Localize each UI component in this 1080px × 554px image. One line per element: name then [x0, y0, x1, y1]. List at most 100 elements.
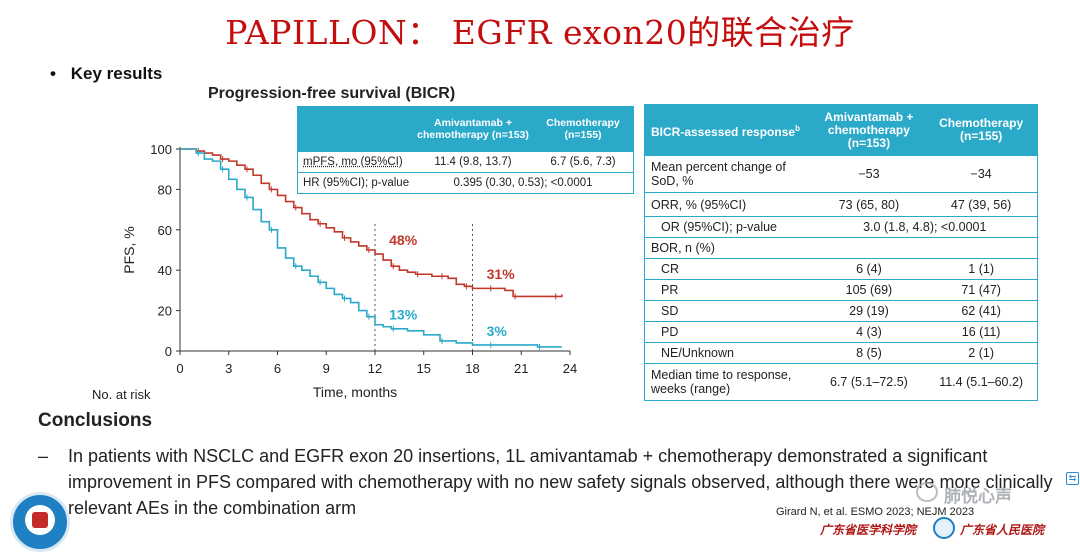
hr-value: 0.395 (0.30, 0.53); <0.0001 — [453, 177, 593, 189]
table-row: BOR, n (%) — [645, 237, 1037, 258]
row-arm2: 62 (41) — [961, 304, 1001, 318]
key-results-bullet: • Key results — [50, 64, 162, 84]
y-tick-label: 60 — [158, 223, 172, 238]
row-label: PD — [661, 325, 679, 339]
hospital-seal-icon — [933, 517, 955, 539]
response-header-arm2: Chemotherapy (n=155) — [939, 116, 1024, 143]
y-tick-label: 0 — [165, 344, 172, 359]
y-tick-label: 20 — [158, 304, 172, 319]
row-label: CR — [661, 262, 680, 276]
row-arm1: 4 (3) — [856, 325, 882, 339]
row-label: SD — [661, 304, 679, 318]
table-row: ORR, % (95%CI) 73 (65, 80) 47 (39, 56) — [645, 192, 1037, 216]
table-row: Mean percent change of SoD, % −53 −34 — [645, 155, 1037, 192]
mpfs-arm1: 11.4 (9.8, 13.7) — [434, 156, 512, 168]
conclusions-body: – In patients with NSCLC and EGFR exon 2… — [38, 443, 1078, 521]
series-line — [180, 148, 563, 298]
table-row: SD 29 (19) 62 (41) — [645, 300, 1037, 321]
row-arm1: 73 (65, 80) — [838, 197, 900, 212]
row-arm1: 8 (5) — [856, 346, 882, 360]
response-header-arm1: Amivantamab + chemotherapy (n=153) — [824, 109, 914, 150]
response-header-label: BICR-assessed responseb — [651, 123, 800, 139]
km-chart: 0 20 40 60 80 100 0 3 6 9 12 15 18 21 24 48% 31% 13% 3% T… — [121, 142, 577, 400]
row-arm1: 105 (69) — [845, 283, 893, 297]
citation: Girard N, et al. ESMO 2023; NEJM 2023 — [776, 506, 975, 518]
table-row: CR 6 (4) 1 (1) — [645, 258, 1037, 279]
bullet-dot-icon: • — [50, 64, 56, 83]
x-tick-label: 3 — [225, 361, 232, 376]
x-tick-label: 6 — [274, 361, 281, 376]
pfs-table-row: mPFS, mo (95%CI) 11.4 (9.8, 13.7) 6.7 (5… — [298, 151, 633, 172]
conclusions-heading: Conclusions — [38, 410, 153, 431]
mpfs-label: mPFS, mo (95%CI) — [303, 156, 403, 168]
row-label: PR — [661, 283, 679, 297]
x-tick-label: 24 — [563, 361, 577, 376]
expand-icon[interactable]: ⇆ — [1066, 472, 1079, 485]
dash-bullet: – — [38, 446, 49, 466]
y-tick-label: 80 — [158, 182, 172, 197]
key-results-label: Key results — [70, 64, 163, 83]
row-arm2: −34 — [970, 167, 992, 181]
x-tick-label: 21 — [514, 361, 528, 376]
pfs-table-row: HR (95%CI); p-value 0.395 (0.30, 0.53); … — [298, 172, 633, 193]
row-label: NE/Unknown — [661, 346, 734, 360]
hospital-logo-icon — [10, 492, 70, 552]
y-tick-label: 40 — [158, 263, 172, 278]
chart-annotations: 48% 31% 13% 3% — [389, 232, 515, 339]
data-label: 48% — [389, 232, 418, 248]
table-row: PD 4 (3) 16 (11) — [645, 321, 1037, 342]
table-row: Median time to response, weeks (range) 6… — [645, 363, 1037, 400]
slide-title: PAPILLON： EGFR exon20的联合治疗 — [225, 13, 855, 52]
row-arm2: 1 (1) — [968, 262, 994, 276]
wechat-watermark-icon — [916, 482, 938, 502]
at-risk-label: No. at risk — [92, 387, 151, 402]
x-tick-label: 15 — [417, 361, 431, 376]
row-value: 3.0 (1.8, 4.8); <0.0001 — [863, 220, 987, 234]
row-label: OR (95%CI); p-value — [661, 220, 778, 234]
chart-title: Progression-free survival (BICR) — [208, 85, 456, 102]
row-arm2: 2 (1) — [968, 346, 994, 360]
mpfs-arm2: 6.7 (5.6, 7.3) — [550, 156, 616, 168]
data-label: 13% — [389, 307, 418, 323]
chart-axes: 0 20 40 60 80 100 0 3 6 9 12 15 18 21 24 — [150, 142, 577, 376]
chart-reference-lines — [374, 224, 473, 351]
row-arm2: 16 (11) — [961, 325, 1001, 339]
table-row: NE/Unknown 8 (5) 2 (1) — [645, 342, 1037, 363]
pfs-header-blank — [298, 107, 413, 151]
y-axis-label: PFS, % — [121, 226, 137, 273]
table-row: PR 105 (69) 71 (47) — [645, 279, 1037, 300]
row-label: ORR, % (95%CI) — [651, 197, 747, 212]
conclusions-text: In patients with NSCLC and EGFR exon 20 … — [68, 446, 1053, 518]
chart-series — [180, 148, 563, 350]
pfs-header-arm1: Amivantamab + chemotherapy (n=153) — [417, 117, 529, 141]
series-line — [180, 148, 562, 348]
row-arm2: 11.4 (5.1–60.2) — [939, 375, 1024, 389]
row-label: Mean percent change of SoD, % — [651, 160, 786, 188]
row-arm1: 6 (4) — [856, 262, 882, 276]
x-tick-label: 18 — [465, 361, 479, 376]
row-label: BOR, n (%) — [651, 241, 715, 255]
institution-left-label: 广东省医学科学院 — [820, 523, 917, 537]
response-table: BICR-assessed responseb Amivantamab + ch… — [644, 104, 1038, 401]
row-arm1: 6.7 (5.1–72.5) — [830, 375, 908, 389]
table-row: OR (95%CI); p-value 3.0 (1.8, 4.8); <0.0… — [645, 216, 1037, 237]
pfs-summary-table: Amivantamab + chemotherapy (n=153) Chemo… — [297, 106, 634, 194]
x-tick-label: 12 — [368, 361, 382, 376]
row-label: Median time to response, weeks (range) — [651, 368, 792, 396]
pfs-header-arm2: Chemotherapy (n=155) — [546, 117, 620, 141]
x-axis-label: Time, months — [313, 384, 397, 400]
hr-label: HR (95%CI); p-value — [303, 177, 410, 189]
watermark-text: 肺悦心声 — [944, 487, 1012, 506]
row-arm1: 29 (19) — [849, 304, 889, 318]
data-label: 3% — [487, 323, 508, 339]
data-label: 31% — [487, 266, 516, 282]
x-tick-label: 0 — [176, 361, 183, 376]
y-tick-label: 100 — [150, 142, 172, 157]
response-table-header: BICR-assessed responseb Amivantamab + ch… — [645, 105, 1037, 155]
x-tick-label: 9 — [323, 361, 330, 376]
institution-right-label: 广东省人民医院 — [960, 523, 1045, 537]
row-arm2: 47 (39, 56) — [950, 197, 1012, 212]
row-arm1: −53 — [858, 167, 880, 181]
row-arm2: 71 (47) — [961, 283, 1001, 297]
chart-axis-labels: Time, months PFS, % — [121, 226, 397, 400]
